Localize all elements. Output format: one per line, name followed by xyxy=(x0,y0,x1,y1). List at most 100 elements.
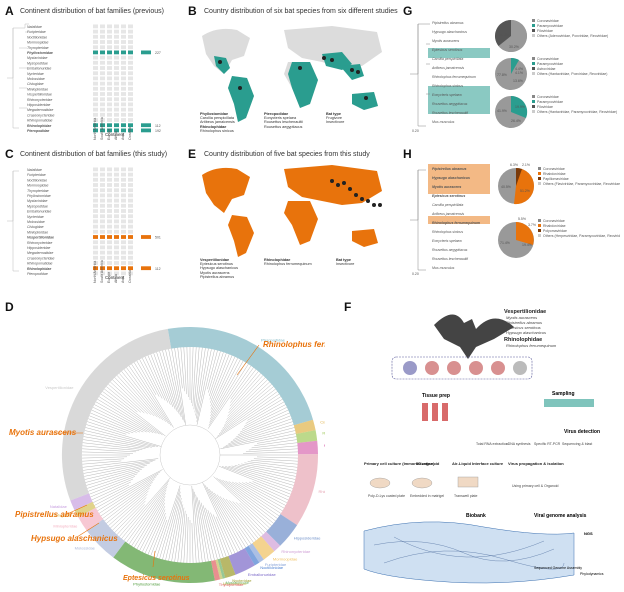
a-cell xyxy=(93,55,98,60)
f-sub-cdna: cDNA synthesis xyxy=(506,442,531,446)
f-step-sampling: Sampling xyxy=(552,391,575,397)
f-species-0-0: Myotis aurascens xyxy=(506,315,537,320)
a-cell xyxy=(128,102,133,107)
a-cell xyxy=(121,128,126,133)
c-cell xyxy=(100,167,105,172)
a-cell xyxy=(100,76,105,81)
d-arc-Craseonycteridae xyxy=(293,419,316,434)
a-cell xyxy=(107,76,112,81)
c-cell xyxy=(114,183,119,187)
g-pie-0-val-1: 30.2% xyxy=(509,45,519,49)
g-legend-swatch xyxy=(532,95,535,98)
a-count-1: 112 xyxy=(155,124,161,128)
a-cell xyxy=(107,34,112,39)
c-cell xyxy=(100,193,105,198)
c-cell xyxy=(114,203,119,208)
h-legend-0-3: Others (Flaviviridae, Paramyxoviridae, R… xyxy=(543,182,620,186)
a-cell xyxy=(128,45,133,50)
a-cell xyxy=(107,55,112,60)
c-cell xyxy=(100,188,105,193)
c-cell xyxy=(107,266,112,271)
g-tree-species-7: Rhinolophus sinicus xyxy=(432,84,463,88)
c-cell xyxy=(107,214,112,219)
c-continent-5: Oceania xyxy=(128,270,132,283)
f-sub-seq: Sequencing & blast xyxy=(562,442,592,446)
c-cell xyxy=(121,209,126,213)
f-family-1: Rhinolophidae xyxy=(504,337,542,343)
g-legend-swatch xyxy=(532,72,535,75)
c-cell xyxy=(107,229,112,234)
f-step-primary: Primary cell culture (Immortalization) xyxy=(364,461,435,466)
a-cell xyxy=(121,97,126,102)
panel-b-family-0: Phyllostomidae xyxy=(200,112,229,116)
a-cell xyxy=(107,86,112,91)
a-cell xyxy=(93,102,98,107)
a-cell xyxy=(93,60,98,65)
g-tree-species-3: Eptesicus serotinus xyxy=(432,48,463,52)
g-legend-swatch xyxy=(532,19,535,22)
d-species-3: Hypsugo alaschanicus xyxy=(31,534,118,543)
a-cell xyxy=(107,29,112,34)
g-tree-species-9: Rousettus aegyptiacus xyxy=(432,102,468,106)
d-species-4: Eptesicus serotinus xyxy=(123,575,190,582)
c-cell xyxy=(121,198,126,203)
a-family-9: Nycteridae xyxy=(27,72,44,76)
f-family-0: Vespertilionidae xyxy=(504,309,546,315)
c-family-14: Rhinonycteridae xyxy=(27,241,52,245)
d-arc-Nycteridae xyxy=(219,556,236,578)
h-legend-swatch xyxy=(538,219,541,222)
a-cell xyxy=(114,40,119,44)
a-cell xyxy=(114,86,119,91)
h-tree-species-6: Rhinolophus ferrumequinum xyxy=(432,221,480,225)
c-cell xyxy=(128,214,133,219)
h-pie-1-val-1: 3.7% xyxy=(528,223,536,227)
c-cell xyxy=(107,203,112,208)
c-cell xyxy=(93,224,98,229)
c-cell xyxy=(128,245,133,250)
a-cell xyxy=(100,81,105,86)
c-cell xyxy=(100,240,105,245)
a-cell xyxy=(114,34,119,39)
a-family-12: Miniopteridae xyxy=(27,87,48,91)
a-cell xyxy=(128,50,133,55)
a-cell xyxy=(128,24,133,29)
c-family-18: Rhinopomatidae xyxy=(27,262,53,266)
d-family-label-12: Mystacinidae xyxy=(226,580,250,585)
f-species-0-3: Hypsugo alaschanicus xyxy=(506,330,546,335)
d-branch-lines xyxy=(81,346,299,564)
c-cell xyxy=(128,224,133,229)
c-cell xyxy=(93,240,98,245)
f-sub-pcr: Specific RT-PCR xyxy=(534,442,561,446)
panel-e-title: Country distribution of five bat species… xyxy=(204,151,370,158)
c-cell xyxy=(93,198,98,203)
a-cell xyxy=(114,71,119,76)
panel-a-title: Continent distribution of bat families (… xyxy=(20,8,164,15)
panel-g-scale: 0.20 xyxy=(412,129,419,133)
c-cell xyxy=(93,167,98,172)
panel-b-species-0-1: Artibeus jamaicensis xyxy=(200,120,235,125)
c-cell xyxy=(100,214,105,219)
a-cell xyxy=(121,34,126,39)
c-cell xyxy=(107,198,112,203)
d-arc-Rhinonycteridae xyxy=(261,531,281,552)
panel-b-species-1-0: Rhinolophus sinicus xyxy=(200,128,234,133)
a-family-13: Vespertilionidae xyxy=(27,93,52,97)
c-cell xyxy=(128,183,133,187)
a-cell xyxy=(107,24,112,29)
a-cell xyxy=(100,24,105,29)
a-cell xyxy=(107,102,112,107)
c-cell xyxy=(128,219,133,224)
a-cell xyxy=(114,66,119,70)
a-cell xyxy=(121,76,126,81)
c-family-8: Emballonuridae xyxy=(27,210,51,214)
d-species-1: Myotis aurascens xyxy=(9,428,77,437)
c-cell xyxy=(128,271,133,276)
c-cell xyxy=(114,198,119,203)
c-cell xyxy=(114,235,119,239)
a-cell xyxy=(93,40,98,44)
g-legend-0-1: Paramyxoviridae xyxy=(537,24,563,28)
a-cell xyxy=(107,92,112,96)
h-tree-species-3: Eptesicus serotinus xyxy=(432,194,465,198)
c-family-6: Mystacinidae xyxy=(27,199,47,203)
